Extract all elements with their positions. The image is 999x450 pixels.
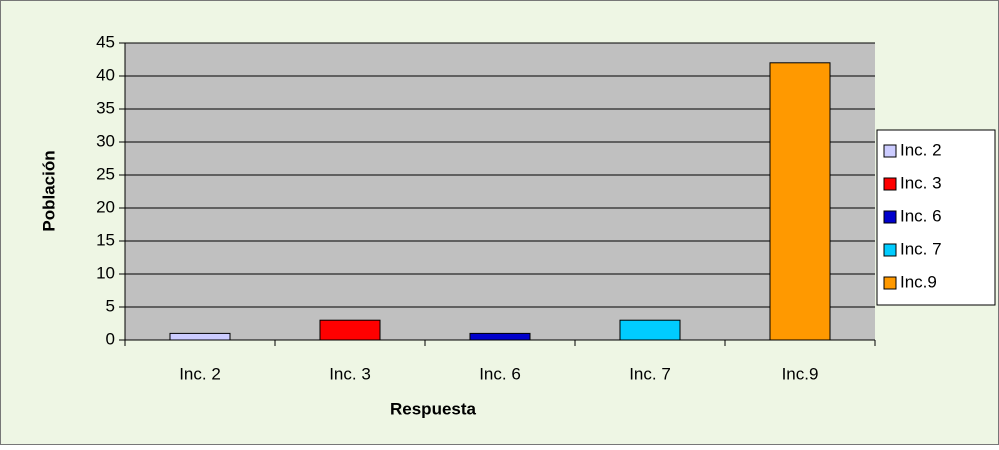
y-tick-label: 15: [96, 230, 115, 249]
y-tick-label: 25: [96, 164, 115, 183]
x-tick-label: Inc. 2: [179, 364, 221, 383]
legend-swatch: [883, 177, 897, 191]
y-tick-label: 10: [96, 263, 115, 282]
bar: [319, 319, 381, 341]
bar: [469, 332, 531, 341]
y-tick-label: 30: [96, 131, 115, 150]
legend-label: Inc.9: [900, 272, 937, 291]
legend-swatch: [883, 210, 897, 224]
legend-label: Inc. 7: [900, 239, 942, 258]
bar: [169, 332, 231, 341]
legend-label: Inc. 6: [900, 206, 942, 225]
y-tick-label: 35: [96, 98, 115, 117]
x-tick-label: Inc.9: [782, 364, 819, 383]
y-tick-label: 5: [106, 296, 115, 315]
plot-area: [125, 43, 875, 340]
y-axis-title: Población: [39, 150, 58, 231]
legend-swatch: [883, 243, 897, 257]
legend-swatch: [883, 276, 897, 290]
x-axis-title: Respuesta: [390, 399, 477, 418]
bar: [769, 62, 831, 341]
y-tick-label: 20: [96, 197, 115, 216]
x-tick-label: Inc. 7: [629, 364, 671, 383]
x-tick-label: Inc. 6: [479, 364, 521, 383]
legend-label: Inc. 2: [900, 140, 942, 159]
legend-label: Inc. 3: [900, 173, 942, 192]
bar: [619, 319, 681, 341]
y-tick-label: 40: [96, 65, 115, 84]
y-tick-label: 0: [106, 329, 115, 348]
legend-swatch: [883, 144, 897, 158]
legend: [876, 129, 996, 306]
x-tick-label: Inc. 3: [329, 364, 371, 383]
y-tick-label: 45: [96, 32, 115, 51]
